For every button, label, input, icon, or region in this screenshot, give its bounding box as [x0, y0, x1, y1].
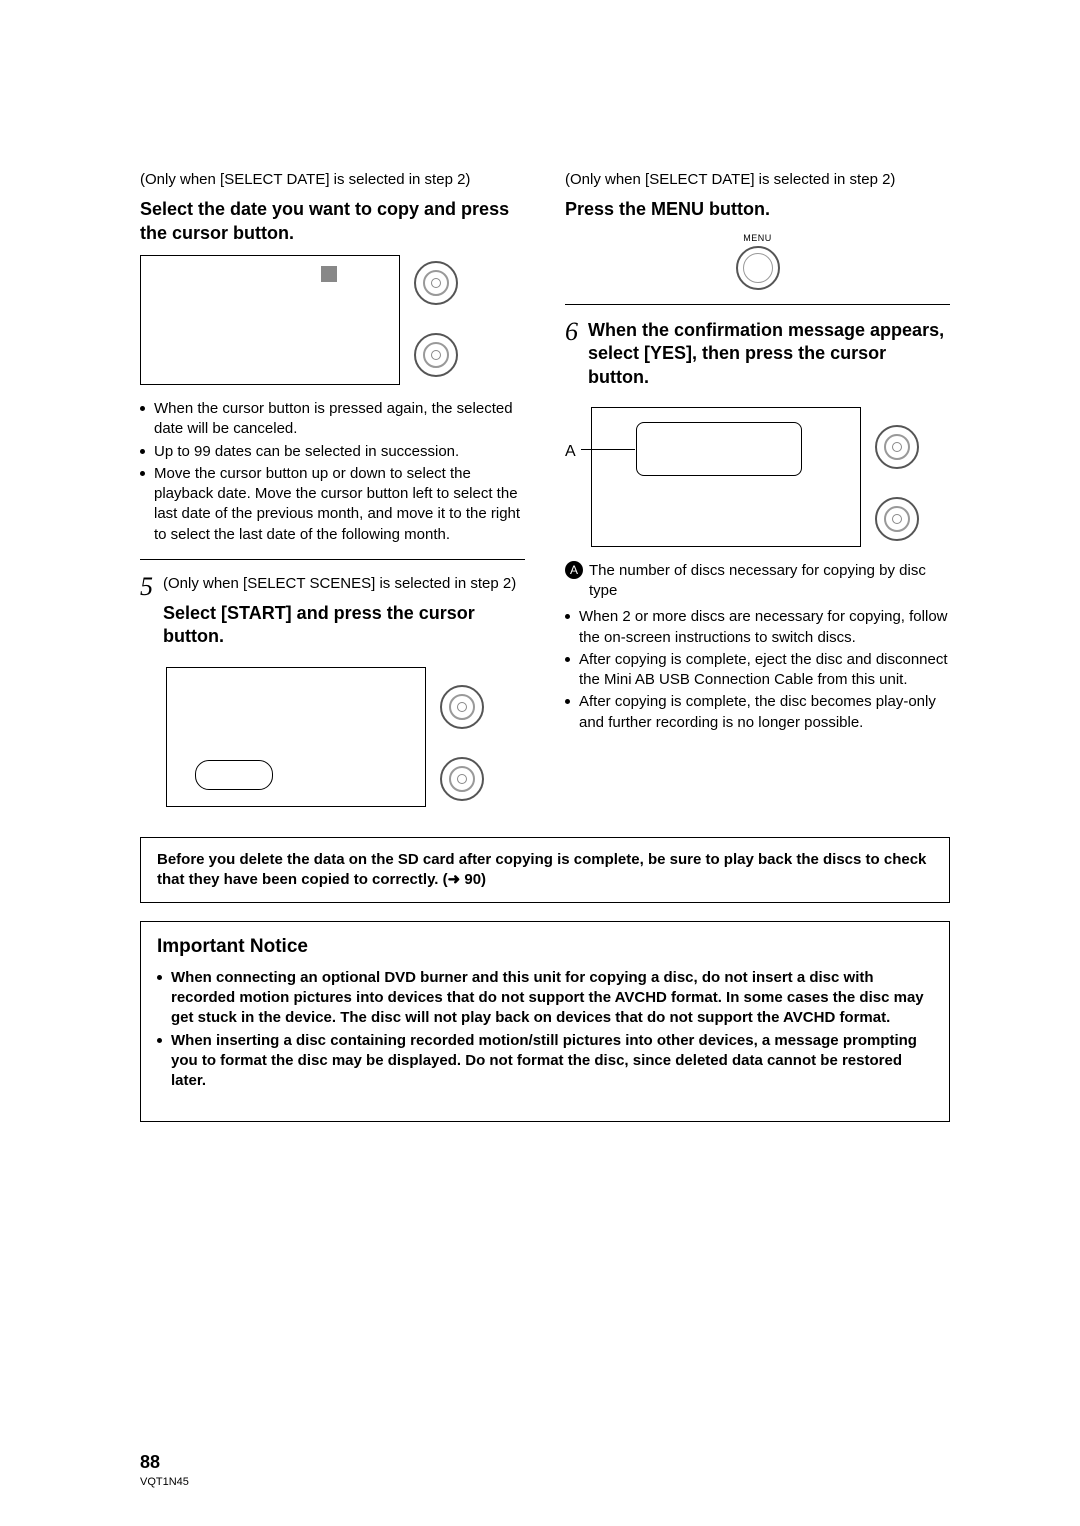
notice-bullet-list: When connecting an optional DVD burner a… — [157, 968, 933, 1092]
control-icons — [875, 425, 919, 541]
step5-pre-note: (Only when [SELECT SCENES] is selected i… — [163, 574, 525, 594]
separator — [140, 559, 525, 560]
right-column: (Only when [SELECT DATE] is selected in … — [565, 170, 950, 807]
bullet-item: After copying is complete, eject the dis… — [565, 650, 950, 691]
start-button-shape — [195, 760, 273, 790]
callout-A-description: A The number of discs necessary for copy… — [565, 561, 950, 602]
document-id: VQT1N45 — [140, 1475, 189, 1490]
step-number-5: 5 — [140, 574, 153, 600]
bullet-item: When 2 or more discs are necessary for c… — [565, 607, 950, 648]
press-menu-heading: Press the MENU button. — [565, 198, 950, 221]
bullet-item: When the cursor button is pressed again,… — [140, 399, 525, 440]
dpad-icon — [414, 261, 458, 305]
step6-heading: When the confirmation message appears, s… — [588, 319, 950, 389]
important-notice-box: Important Notice When connecting an opti… — [140, 921, 950, 1122]
notice-title: Important Notice — [157, 934, 933, 960]
screen-box — [140, 255, 400, 385]
enter-icon — [440, 757, 484, 801]
enter-icon — [875, 497, 919, 541]
disc-count-box — [636, 422, 802, 476]
notice-item: When connecting an optional DVD burner a… — [157, 968, 933, 1029]
callout-letter-A: A — [565, 441, 576, 463]
left-heading-select-date: Select the date you want to copy and pre… — [140, 198, 525, 245]
bullet-item: After copying is complete, the disc beco… — [565, 692, 950, 733]
selected-date-indicator — [321, 266, 337, 282]
menu-button-icon — [736, 246, 780, 290]
enter-icon — [414, 333, 458, 377]
step5-heading: Select [START] and press the cursor butt… — [163, 602, 525, 649]
notice-item: When inserting a disc containing recorde… — [157, 1031, 933, 1092]
separator — [565, 304, 950, 305]
left-bullet-list-1: When the cursor button is pressed again,… — [140, 399, 525, 545]
warning-box: Before you delete the data on the SD car… — [140, 837, 950, 904]
dpad-icon — [440, 685, 484, 729]
circle-label-A: A — [565, 561, 583, 579]
page-number: 88 — [140, 1450, 160, 1474]
figure-confirmation: A — [591, 407, 861, 547]
left-column: (Only when [SELECT DATE] is selected in … — [140, 170, 525, 807]
step-5: 5 (Only when [SELECT SCENES] is selected… — [140, 574, 525, 659]
left-pre-note: (Only when [SELECT DATE] is selected in … — [140, 170, 525, 190]
warning-text: Before you delete the data on the SD car… — [157, 851, 926, 888]
bullet-item: Move the cursor button up or down to sel… — [140, 464, 525, 545]
menu-label: MENU — [565, 232, 950, 244]
right-pre-note: (Only when [SELECT DATE] is selected in … — [565, 170, 950, 190]
menu-button-figure: MENU — [565, 232, 950, 290]
dpad-icon — [875, 425, 919, 469]
two-column-layout: (Only when [SELECT DATE] is selected in … — [140, 170, 950, 807]
figure-start — [166, 667, 426, 807]
control-icons — [440, 685, 484, 801]
control-icons — [414, 261, 458, 377]
step-number-6: 6 — [565, 319, 578, 345]
callout-A-text: The number of discs necessary for copyin… — [589, 561, 950, 602]
screen-box-confirm — [591, 407, 861, 547]
figure-select-date — [140, 255, 400, 385]
screen-box-start — [166, 667, 426, 807]
right-bullet-list: When 2 or more discs are necessary for c… — [565, 607, 950, 733]
bullet-item: Up to 99 dates can be selected in succes… — [140, 442, 525, 462]
step-6: 6 When the confirmation message appears,… — [565, 319, 950, 399]
